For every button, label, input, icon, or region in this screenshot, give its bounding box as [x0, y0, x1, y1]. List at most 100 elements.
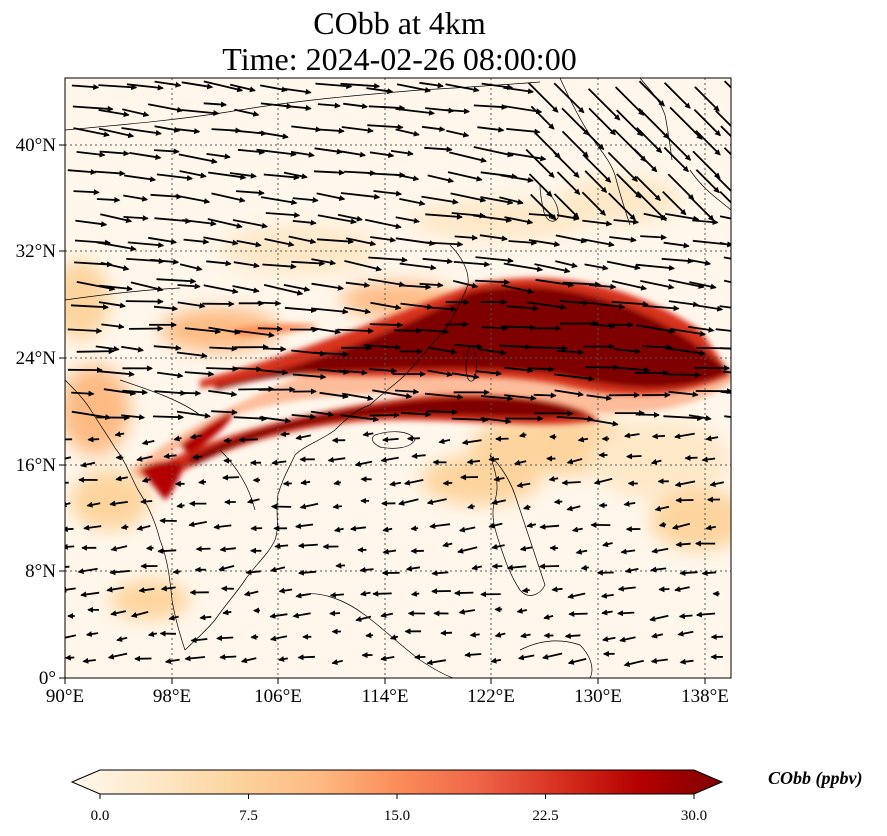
wind-arrow — [136, 455, 153, 462]
wind-arrow — [290, 151, 315, 158]
wind-arrow — [619, 636, 636, 643]
wind-arrow — [513, 459, 527, 466]
wind-arrow — [438, 438, 451, 445]
wind-arrow — [571, 526, 583, 533]
wind-arrow — [147, 631, 158, 637]
wind-arrow — [145, 545, 154, 552]
wind-arrow — [360, 590, 371, 597]
wind-arrow — [539, 523, 560, 530]
wind-arrow — [449, 151, 487, 163]
wind-arrow — [582, 238, 615, 248]
wind-arrow — [720, 125, 731, 138]
wind-arrow — [429, 523, 451, 529]
wind-arrow — [499, 343, 532, 350]
wind-arrow — [426, 659, 446, 666]
wind-arrow — [97, 370, 135, 378]
wind-arrow — [669, 106, 703, 140]
wind-arrow — [584, 170, 608, 193]
wind-arrow — [614, 86, 645, 116]
wind-arrow — [315, 82, 353, 90]
wind-arrow — [425, 213, 463, 220]
wind-arrow — [663, 241, 690, 249]
wind-arrow — [723, 256, 731, 260]
wind-arrow — [372, 590, 392, 597]
wind-arrow — [566, 458, 583, 465]
wind-arrow — [232, 219, 268, 229]
wind-arrow — [555, 234, 588, 244]
wind-arrow — [454, 234, 478, 241]
wind-arrow — [310, 410, 335, 418]
wind-arrow — [421, 125, 446, 133]
wind-arrow — [506, 564, 527, 571]
wind-arrow — [292, 612, 311, 619]
wind-arrow — [148, 236, 177, 245]
wind-arrow — [229, 172, 257, 179]
wind-arrow — [451, 372, 480, 380]
wind-arrow — [109, 569, 130, 576]
cobb-field-diffuse — [65, 175, 731, 620]
wind-arrow — [300, 479, 311, 486]
wind-arrow — [551, 586, 563, 593]
wind-arrow — [527, 82, 559, 113]
wind-arrow — [177, 283, 201, 290]
wind-arrow — [527, 301, 567, 310]
title-line-2: Time: 2024-02-26 08:00:00 — [222, 41, 577, 77]
wind-arrow — [222, 609, 232, 616]
wind-arrow — [177, 301, 206, 309]
wind-arrow — [121, 127, 162, 136]
wind-arrow — [316, 192, 346, 202]
wind-arrow — [130, 281, 164, 292]
wind-arrow — [445, 83, 480, 93]
wind-arrow — [122, 389, 148, 396]
wind-arrow — [114, 431, 125, 438]
wind-arrow — [122, 108, 150, 118]
wind-arrow — [516, 607, 528, 614]
wind-arrow — [507, 152, 547, 162]
wind-arrow — [80, 591, 100, 598]
wind-arrow — [257, 300, 282, 307]
wind-arrow — [332, 503, 343, 510]
wind-arrow — [399, 198, 426, 206]
wind-arrow — [178, 390, 202, 397]
wind-arrow — [150, 258, 180, 265]
wind-arrow — [654, 505, 670, 512]
wind-arrow — [620, 548, 636, 555]
wind-arrow — [424, 306, 458, 313]
wind-arrow — [516, 482, 531, 488]
wind-arrow — [176, 128, 201, 135]
x-tick-label: 90°E — [46, 686, 84, 707]
wind-arrow — [233, 261, 260, 269]
wind-arrow — [410, 590, 420, 597]
wind-arrow — [154, 125, 181, 133]
wind-arrow — [587, 88, 621, 121]
wind-arrow — [561, 479, 581, 486]
wind-arrow — [440, 629, 453, 636]
wind-arrow — [236, 240, 262, 248]
wind-arrow — [534, 263, 571, 274]
wind-arrow — [616, 109, 644, 137]
wind-arrow — [581, 191, 606, 216]
wind-arrow — [176, 410, 211, 419]
wind-arrow — [283, 104, 312, 111]
wind-arrow — [367, 124, 404, 131]
colorbar: 0.0 7.5 15.0 22.5 30.0 — [70, 769, 724, 824]
wind-arrow — [184, 655, 205, 662]
wind-arrow — [101, 323, 125, 330]
wind-arrow — [263, 173, 300, 181]
wind-arrow — [73, 127, 110, 138]
wind-arrow — [479, 234, 508, 242]
wind-arrow — [518, 431, 527, 438]
wind-arrow — [206, 153, 231, 160]
wind-arrow — [668, 279, 705, 290]
wind-arrow — [382, 526, 393, 533]
wind-arrow — [372, 389, 413, 399]
wind-arrow — [291, 413, 317, 420]
wind-arrow — [474, 279, 511, 286]
wind-arrow — [98, 84, 138, 91]
wind-arrow — [526, 522, 537, 529]
x-tick-label: 106°E — [254, 686, 302, 707]
wind-arrow — [389, 480, 402, 487]
wind-arrow — [96, 241, 137, 252]
wind-arrow — [98, 301, 126, 309]
wind-arrow — [207, 218, 243, 229]
